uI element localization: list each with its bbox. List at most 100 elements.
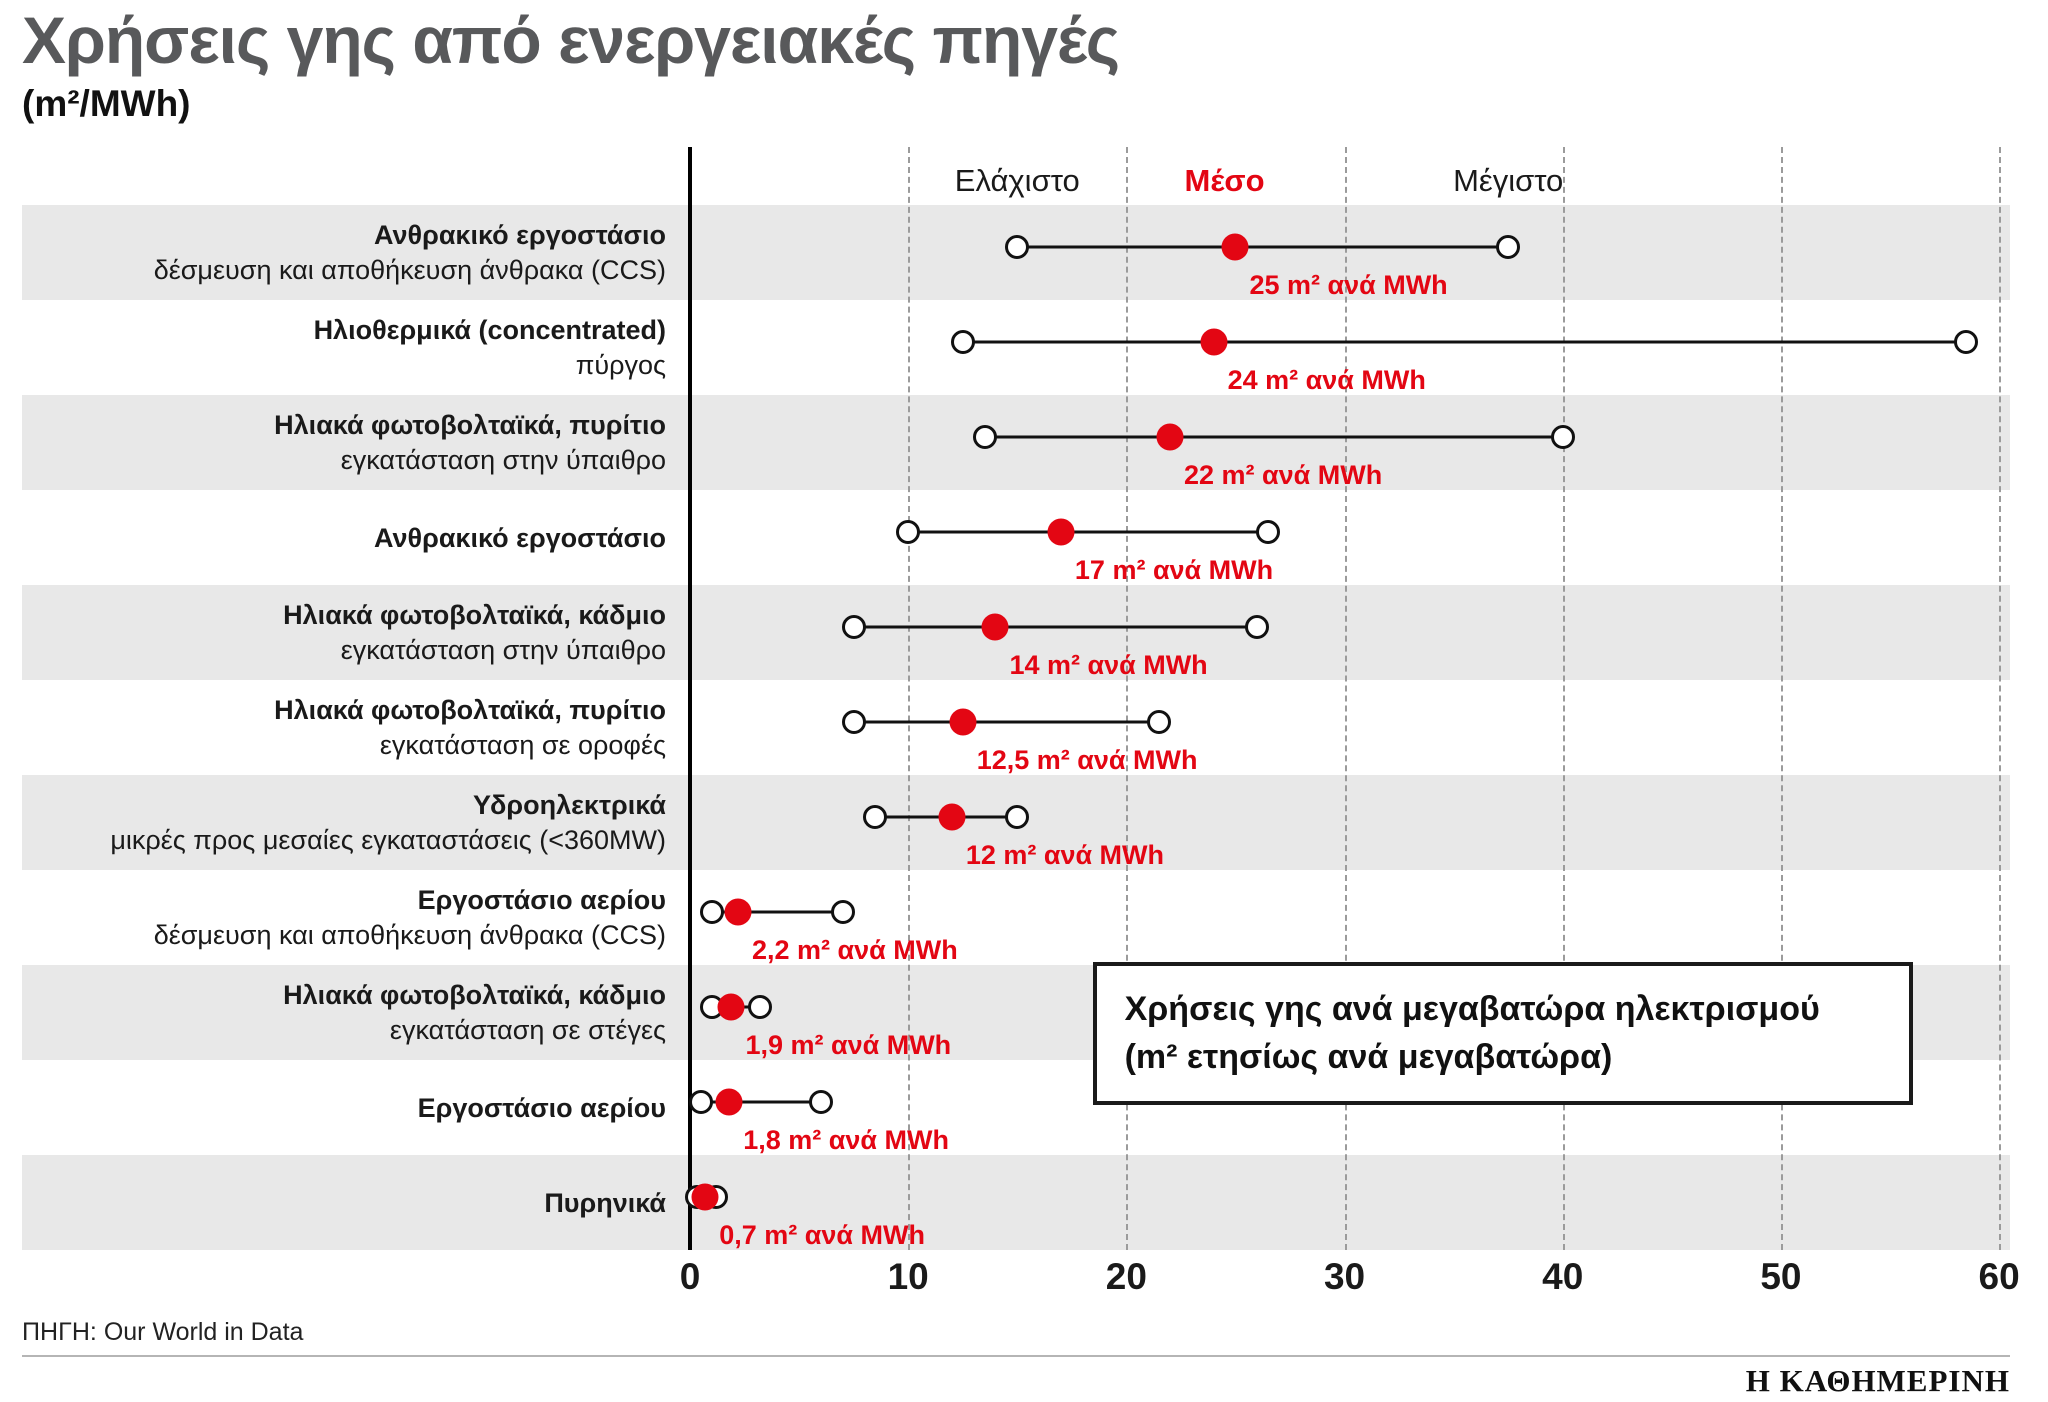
mean-dot [938,803,966,831]
row-label-line2: εγκατάσταση σε οροφές [379,729,666,760]
range-line [1017,245,1509,249]
max-dot [1954,330,1979,355]
mean-value-label: 0,7 m² ανά MWh [719,1219,925,1250]
range-line [853,625,1258,629]
row-label-line2: εγκατάσταση σε στέγες [389,1014,666,1045]
x-tick-label: 30 [1323,1256,1366,1298]
footer-divider [22,1355,2010,1358]
mean-value-label: 2,2 m² ανά MWh [752,934,958,965]
legend-min-label: Ελάχιστο [954,163,1080,199]
max-dot [1147,710,1172,735]
chart-row: Ηλιοθερμικά (concentrated) πύργος 24 m² αν… [22,300,2010,395]
annotation-line1: Χρήσεις γης ανά μεγαβατώρα ηλεκτρισμού [1124,990,1820,1029]
min-dot [1005,235,1030,260]
range-line [711,910,843,914]
row-label: Ηλιακά φωτοβολταϊκά, πυρίτιο εγκατάσταση … [22,680,690,775]
chart-legend: Ελάχιστο Μέσο Μέγιστο [690,147,2010,205]
min-dot [950,330,975,355]
chart-row: Ηλιακά φωτοβολταϊκά, πυρίτιο εγκατάσταση … [22,395,2010,491]
row-label-line1: Υδροηλεκτρικά [473,790,666,821]
footer: ΠΗΓΗ: Our World in Data Η ΚΑΘΗΜΕΡΙΝΗ [22,1318,2010,1399]
max-dot [1550,425,1575,450]
row-label-line1: Εργοστάσιο αερίου [417,1092,666,1123]
row-label-line1: Πυρηνικά [544,1187,666,1218]
mean-value-label: 1,8 m² ανά MWh [743,1124,949,1155]
row-label-line1: Ηλιακά φωτοβολταϊκά, κάδμιο [283,600,666,631]
row-label: Ηλιοθερμικά (concentrated) πύργος [22,300,690,395]
publisher-logo: Η ΚΑΘΗΜΕΡΙΝΗ [1745,1363,2010,1399]
row-plot: 0,7 m² ανά MWh [684,1155,2010,1250]
page-title: Χρήσεις γης από ενεργειακές πηγές [22,3,1120,77]
min-dot [841,710,866,735]
mean-dot [949,708,977,736]
mean-dot [981,613,1009,641]
row-label-line2: δέσμευση και αποθήκευση άνθρακα (CCS) [153,254,666,285]
min-dot [841,615,866,640]
mean-value-label: 17 m² ανά MWh [1074,554,1274,585]
chart-row: Ηλιακά φωτοβολταϊκά, κάδμιο εγκατάσταση σ… [22,585,2010,681]
min-dot [896,520,921,545]
row-label-line2: εγκατάσταση στην ύπαιθρο [340,444,666,475]
row-label-line2: εγκατάσταση στην ύπαιθρο [340,634,666,665]
mean-dot [724,898,752,926]
x-tick-label: 40 [1542,1256,1584,1298]
mean-dot [1200,328,1228,356]
mean-value-label: 12,5 m² ανά MWh [976,744,1198,775]
chart-row: Υδροηλεκτρικά μικρές προς μεσαίες εγκατασ… [22,775,2010,871]
chart-row: Εργοστάσιο αερίου 1,8 m² ανά MWh [22,1060,2010,1155]
mean-value-label: 25 m² ανά MWh [1249,269,1448,300]
chart-row: Ανθρακικό εργοστάσιο δέσμευση και αποθήκε… [22,205,2010,301]
mean-value-label: 24 m² ανά MWh [1227,364,1426,395]
mean-value-label: 1,9 m² ανά MWh [745,1029,952,1060]
zero-axis-line [688,147,692,1251]
row-plot: 1,8 m² ανά MWh [688,1060,2010,1155]
legend-mean-label: Μέσο [1184,163,1265,199]
mean-dot [691,1183,719,1211]
row-plot: 14 m² ανά MWh [690,585,2010,680]
chart-row: Πυρηνικά 0,7 m² ανά MWh [22,1155,2010,1251]
max-dot [808,1090,833,1115]
x-axis: 0 10 20 30 40 50 60 [680,1250,2020,1302]
annotation-line2: (m² ετησίως ανά μεγαβατώρα) [1124,1037,1613,1076]
range-line [984,435,1563,439]
min-dot [972,425,997,450]
row-label-line1: Ηλιοθερμικά (concentrated) [313,315,666,346]
chart-rows: Ανθρακικό εργοστάσιο δέσμευση και αποθήκε… [22,205,2010,1251]
row-label-line1: Εργοστάσιο αερίου [417,885,666,916]
min-dot [699,900,724,925]
chart-row: Εργοστάσιο αερίου δέσμευση και αποθήκευση… [22,870,2010,965]
row-label: Εργοστάσιο αερίου [22,1060,690,1155]
row-plot: 22 m² ανά MWh [690,395,2010,490]
min-dot [863,805,888,830]
range-line [908,530,1269,534]
row-plot: 12 m² ανά MWh [690,775,2010,870]
mean-value-label: 14 m² ανά MWh [1009,649,1208,680]
chart-row: Ηλιακά φωτοβολταϊκά, πυρίτιο εγκατάσταση … [22,680,2010,775]
max-dot [1256,520,1281,545]
row-plot: 25 m² ανά MWh [690,205,2010,300]
row-label-line2: δέσμευση και αποθήκευση άνθρακα (CCS) [153,919,666,950]
row-label-line1: Ηλιακά φωτοβολταϊκά, πυρίτιο [274,695,666,726]
row-label: Ηλιακά φωτοβολταϊκά, κάδμιο εγκατάσταση σ… [22,965,690,1060]
mean-dot [1047,518,1075,546]
mean-value-label: 22 m² ανά MWh [1184,459,1383,490]
legend-max-label: Μέγιστο [1453,163,1564,199]
x-tick-label: 20 [1105,1256,1147,1298]
min-dot [688,1090,713,1115]
chart-row: Ανθρακικό εργοστάσιο 17 m² ανά MWh [22,490,2010,585]
row-label: Υδροηλεκτρικά μικρές προς μεσαίες εγκατασ… [22,775,690,870]
units-subtitle: (m²/MWh) [22,83,191,125]
row-plot: 2,2 m² ανά MWh [690,870,2010,965]
row-label-line1: Ηλιακά φωτοβολταϊκά, πυρίτιο [274,410,666,441]
x-tick-label: 0 [679,1256,701,1298]
range-line [853,720,1160,724]
max-dot [830,900,855,925]
x-tick-label: 10 [887,1256,929,1298]
x-tick-label: 50 [1760,1256,1802,1298]
chart-area: Ελάχιστο Μέσο Μέγιστο Ανθρακικό εργοστάσ… [22,147,2010,1251]
row-label: Πυρηνικά [22,1155,690,1250]
row-plot: 12,5 m² ανά MWh [690,680,2010,775]
row-label-line2: πύργος [575,349,666,380]
row-label: Ανθρακικό εργοστάσιο [22,490,690,585]
